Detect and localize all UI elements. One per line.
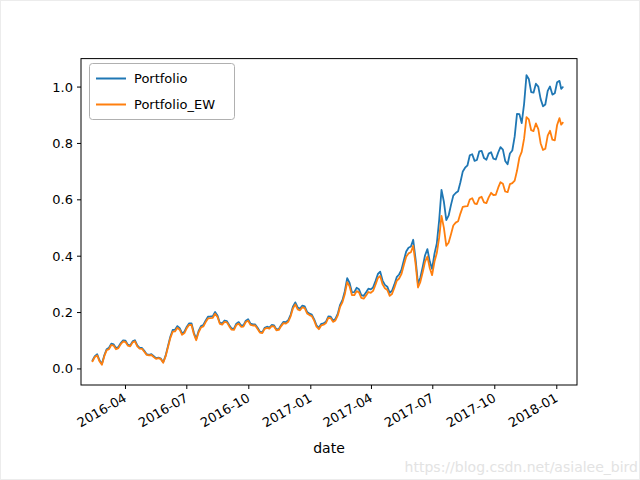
- x-tick: 2018-01: [506, 390, 561, 430]
- y-tick-label: 0.4: [52, 249, 73, 264]
- x-axis-title: date: [313, 440, 345, 456]
- y-axis-ticks: 0.0 0.2 0.4 0.6 0.8 1.0: [52, 80, 81, 377]
- x-tick: 2016-07: [136, 390, 191, 430]
- legend-label-portfolio-ew: Portfolio_EW: [134, 97, 215, 112]
- x-tick-label: 2017-07: [382, 390, 437, 430]
- x-tick: 2017-10: [444, 390, 499, 430]
- x-tick: 2016-04: [74, 390, 129, 430]
- x-tick-label: 2016-07: [136, 390, 191, 430]
- y-tick-label: 0.6: [52, 192, 73, 207]
- watermark-text: https://blog.csdn.net/asialee_bird: [405, 459, 638, 475]
- x-tick-label: 2016-04: [74, 390, 129, 430]
- figure-canvas: 0.0 0.2 0.4 0.6 0.8 1.0 2016-042016-072016-10…: [0, 0, 640, 480]
- x-tick-label: 2017-01: [260, 390, 315, 430]
- x-tick: 2017-04: [320, 390, 375, 430]
- y-tick-label: 1.0: [52, 80, 73, 95]
- x-tick-label: 2017-04: [320, 390, 375, 430]
- legend-label-portfolio: Portfolio: [134, 71, 188, 86]
- y-tick-label: 0.0: [52, 361, 73, 376]
- x-tick-label: 2018-01: [506, 390, 561, 430]
- portfolio-line-chart: 0.0 0.2 0.4 0.6 0.8 1.0 2016-042016-072016-10…: [1, 1, 640, 480]
- x-tick: 2016-10: [198, 390, 253, 430]
- x-tick-label: 2017-10: [444, 390, 499, 430]
- x-tick: 2017-07: [382, 390, 437, 430]
- x-axis-ticks: 2016-042016-072016-102017-012017-042017-…: [74, 385, 560, 430]
- y-tick-label: 0.8: [52, 136, 73, 151]
- x-tick-label: 2016-10: [198, 390, 253, 430]
- x-tick: 2017-01: [260, 390, 315, 430]
- y-tick-label: 0.2: [52, 305, 73, 320]
- legend: Portfolio Portfolio_EW: [90, 64, 235, 120]
